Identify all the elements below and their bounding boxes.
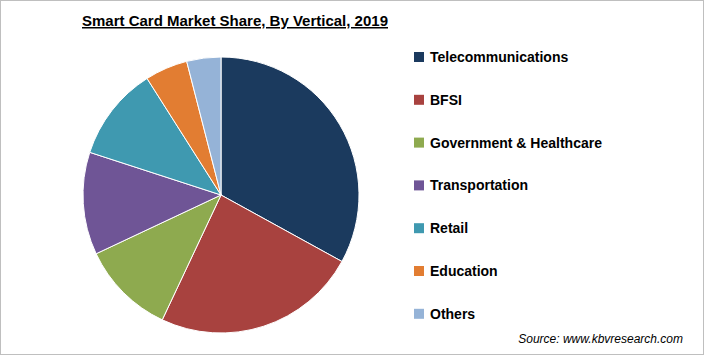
legend-item: Retail (414, 220, 468, 236)
source: Source: www.kbvresearch.com (518, 332, 683, 346)
legend-label: Retail (430, 220, 468, 236)
legend-swatch (414, 95, 424, 105)
legend-item: Others (414, 306, 475, 322)
chart: Smart Card Market Share, By Vertical, 20… (0, 0, 704, 355)
legend-label: Transportation (430, 177, 528, 193)
legend-item: Transportation (414, 177, 528, 193)
legend-swatch (414, 52, 424, 62)
legend-swatch (414, 180, 424, 190)
legend-swatch (414, 266, 424, 276)
legend-label: Government & Healthcare (430, 135, 602, 151)
legend-swatch (414, 309, 424, 319)
legend-swatch (414, 223, 424, 233)
legend-label: Others (430, 306, 475, 322)
legend-item: Telecommunications (414, 49, 568, 65)
frame (1, 1, 704, 355)
legend: Telecommunications BFSI Government & Healt… (414, 49, 602, 322)
legend-item: Education (414, 263, 498, 279)
legend-item: Government & Healthcare (414, 135, 602, 151)
legend-label: BFSI (430, 92, 462, 108)
title: Smart Card Market Share, By Vertical, 20… (82, 12, 388, 29)
legend-label: Education (430, 263, 498, 279)
legend-label: Telecommunications (430, 49, 568, 65)
legend-swatch (414, 138, 424, 148)
pie (83, 57, 359, 333)
legend-item: BFSI (414, 92, 462, 108)
pie-slice (187, 57, 221, 195)
